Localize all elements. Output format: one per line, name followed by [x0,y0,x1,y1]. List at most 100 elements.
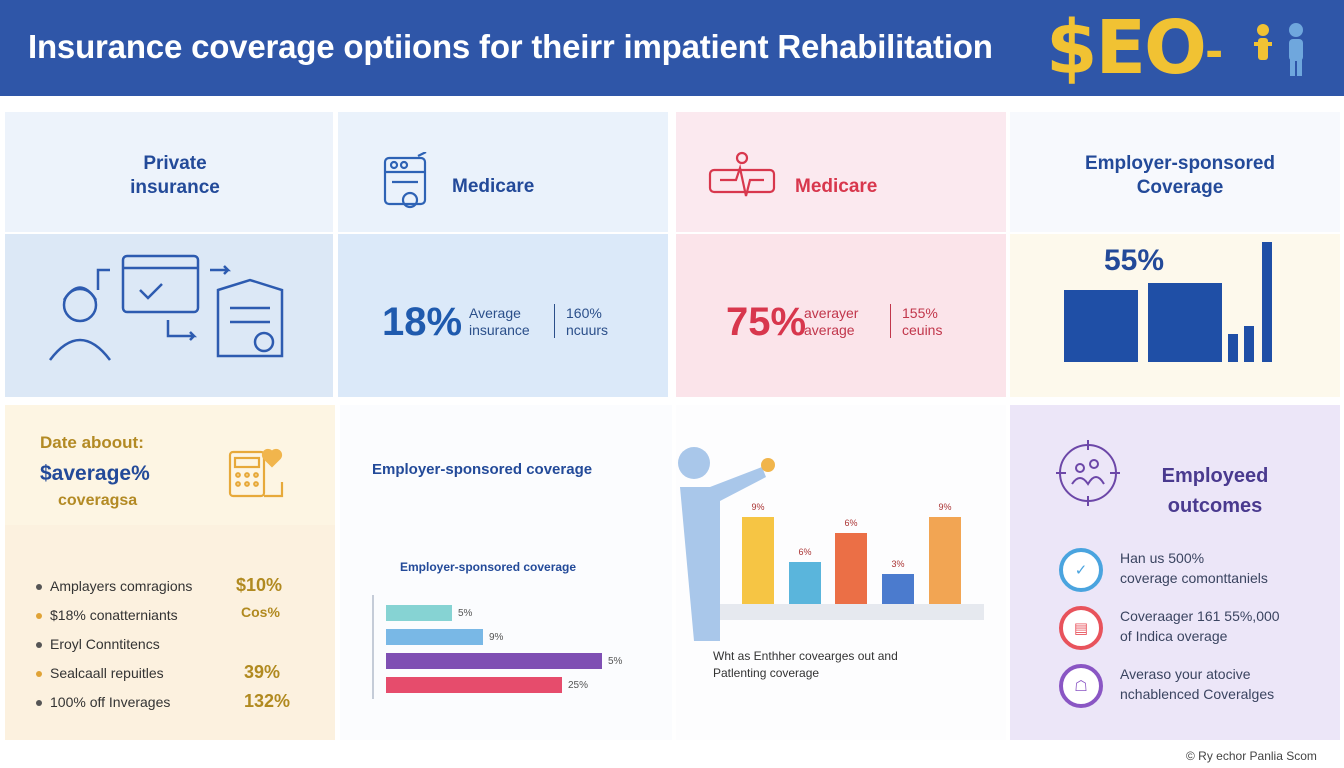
hbar-label: 9% [489,632,504,643]
seo-logo: $EO- [1046,5,1223,92]
employer-title-1: Employer-sponsored [1084,153,1276,174]
medicare-blue-stat-label-1: Average [469,305,521,321]
vbar [742,517,774,604]
outcome-line: Han us 500% [1120,550,1205,566]
outcome-text: Averaso your atocive nchablenced Coveralg… [1120,664,1274,704]
employer-bar [1244,326,1254,362]
employer-title: Employer-sponsored Coverage [1050,152,1310,200]
date-item-label: Amplayers comragions [50,578,193,594]
date-item-label: 100% off Inverages [50,694,171,710]
hbar [386,629,483,645]
outcome-text: Han us 500% coverage comonttaniels [1120,548,1268,588]
outcome-line: of Indica overage [1120,628,1228,644]
date-item-value: 132% [244,691,291,711]
vbar-label: 6% [844,518,858,528]
medicare-red-stat-label: averayer average [804,305,858,339]
outcome-icon: ☖ [1059,664,1103,708]
hbar-axis [372,595,374,699]
logo-text: $EO [1046,5,1207,91]
date-line1: Date aboout: [40,433,144,452]
outcomes-title: Employeed outcomes [1140,461,1290,521]
divider [890,304,891,338]
medicare-red-stat: 75% [726,300,807,344]
employer-bar [1064,290,1138,362]
date-item-label: Eroyl Conntitencs [50,636,160,652]
vbar [789,562,821,604]
medicare-blue-side-2: ncuurs [566,322,609,338]
hbar-label: 5% [608,656,623,667]
vbar [835,533,867,604]
medicare-red-body [676,234,1006,397]
vbar-label: 6% [798,547,812,557]
date-list-item: Amplayers comragions [36,578,192,594]
medical-form-icon [383,152,427,209]
footer-credit: © Ry echor Panlia Scom [1186,749,1317,763]
person-pointing-icon [678,447,775,641]
employer-stat: 55% [1104,244,1165,277]
private-title: Private insurance [60,152,290,200]
outcome-line: Coveraager 161 55%,000 [1120,608,1280,624]
medicare-blue-title: Medicare [452,176,535,197]
heart-monitor-icon [708,151,776,197]
bullet-icon [36,700,42,707]
date-item-label: $18% conatterniants [50,607,178,623]
logo-tail: - [1204,26,1223,78]
private-insurance-body [5,234,333,397]
employer-title-2: Coverage [1136,177,1224,198]
date-panel-body [5,525,335,740]
divider [554,304,555,338]
hbar [386,605,452,621]
coverage-caption-1: Wht as Enthher covearges out and [713,649,898,663]
date-list-item: $18% conatterniants [36,607,178,623]
date-line3: coveragsa [58,492,138,509]
bar-chart-base [720,604,984,620]
date-item-value: Cos% [241,604,280,620]
employer-bar [1262,242,1272,362]
date-item-label: Sealcaall repuitles [50,665,164,681]
hbar [386,677,562,693]
page-title: Insurance coverage optiions for theirr i… [28,28,993,65]
coverage-caption: Wht as Enthher covearges out and Patlent… [713,648,898,682]
bullet-icon [36,642,42,649]
medicare-red-stat-label-1: averayer [804,305,859,321]
date-item-value: 39% [244,662,281,682]
date-list-item: Eroyl Conntitencs [36,636,160,652]
vbar-label: 9% [751,502,765,512]
medicare-red-side: 155% ceuins [902,305,942,339]
employer-bar [1228,334,1238,362]
vbar [882,574,914,604]
medicare-red-side-1: 155% [902,305,938,321]
outcome-line: coverage comonttaniels [1120,570,1268,586]
medicare-blue-stat-label: Average insurance [469,305,530,339]
hbar-label: 5% [458,608,473,619]
medicare-blue-stat: 18% [382,300,463,344]
outcome-line: nchablenced Coveralges [1120,686,1275,702]
outcome-text: Coveraager 161 55%,000 of Indica overage [1120,606,1280,646]
date-item-value: $10% [236,575,283,595]
bullet-icon [36,613,42,620]
outcomes-title-1: Employeed [1161,465,1269,487]
calculator-heart-icon [228,448,284,498]
vbar [929,517,961,604]
medicare-blue-side: 160% ncuurs [566,305,608,339]
outcomes-target-icon [1056,440,1120,506]
medicare-blue-stat-label-2: insurance [469,322,530,338]
header-bar [0,0,1344,96]
date-line2: $average% [40,462,150,485]
private-title-1: Private [143,153,207,174]
clinic-workflow-icon [49,254,284,361]
vbar-label: 3% [891,559,905,569]
employer-bar [1148,283,1222,362]
outcome-icon: ✓ [1059,548,1103,592]
private-title-2: insurance [130,177,220,198]
employer-coverage-subtitle: Employer-sponsored coverage [400,560,577,574]
medicare-red-header [676,112,1006,232]
hbar-label: 25% [568,680,589,691]
outcome-line: Averaso your atocive [1120,666,1251,682]
vbar-label: 9% [938,502,952,512]
employer-header [1010,112,1340,232]
medicare-blue-side-1: 160% [566,305,602,321]
medicare-blue-body [338,234,668,397]
coverage-caption-2: Patlenting coverage [713,666,820,680]
medicare-red-title: Medicare [795,176,878,197]
